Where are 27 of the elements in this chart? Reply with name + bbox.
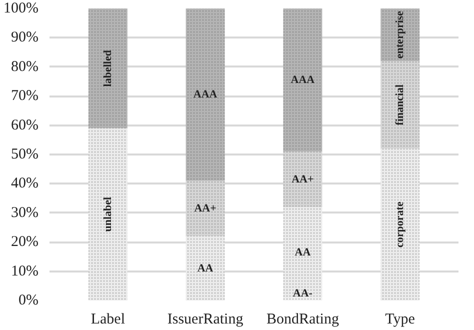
x-tick-label: Label: [90, 312, 126, 328]
y-tick-label: 100%: [4, 0, 39, 16]
x-tick-label: Type: [385, 312, 416, 328]
series-label: AA+: [194, 202, 216, 215]
y-tick-label: 70%: [11, 88, 39, 104]
y-tick-label: 80%: [11, 58, 39, 75]
text: AA+: [292, 173, 314, 186]
y-tick-label: 60%: [11, 117, 39, 134]
series-label: AAA: [193, 88, 218, 101]
y-tick-label: 50%: [11, 146, 39, 162]
y-tick-label: 0%: [18, 292, 39, 308]
y-tick-label: 30%: [11, 204, 39, 221]
series-label: unlabel: [102, 196, 114, 232]
x-tick-label: BondRating: [266, 312, 340, 328]
series-label: corporate: [394, 202, 406, 248]
y-tick-label: 40%: [11, 176, 39, 192]
series-label: financial: [394, 84, 406, 126]
series-label: enterprise: [394, 10, 406, 59]
y-tick-label: 10%: [11, 263, 39, 280]
y-tick-label: 20%: [11, 234, 39, 250]
x-tick-label: IssuerRating: [167, 312, 244, 328]
text: AA: [294, 246, 311, 258]
y-tick-label: 90%: [11, 30, 39, 46]
series-label: AA-: [292, 288, 313, 300]
series-label: labelled: [102, 50, 114, 87]
series-label: AA: [197, 262, 214, 274]
text: AAA: [290, 74, 315, 86]
